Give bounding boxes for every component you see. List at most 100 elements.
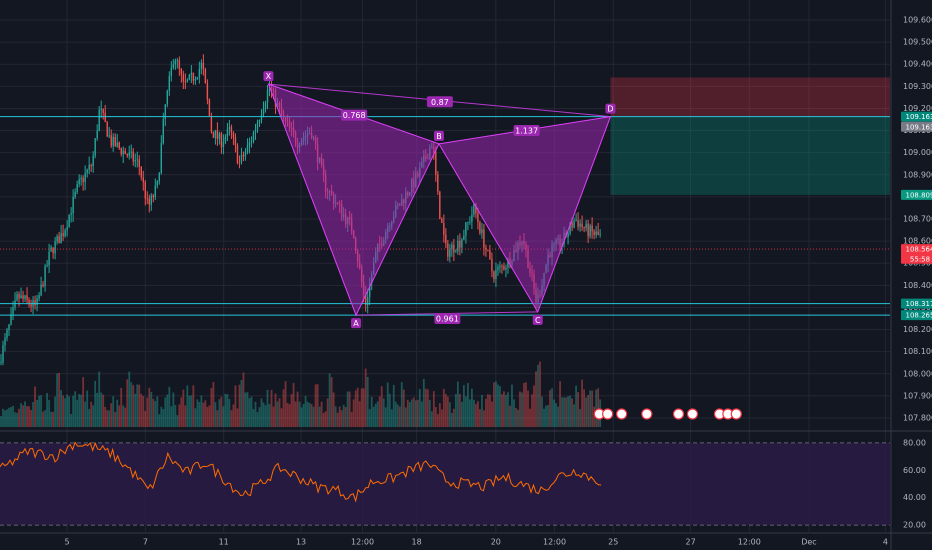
price-tick-label: 107.800 [903,414,932,423]
event-marker-label: 6 [605,411,610,419]
volume-bar [252,409,255,427]
volume-bar [298,401,301,427]
candle-body [36,298,38,305]
candle-body [166,90,169,105]
price-tick-label: 107.900 [903,391,932,400]
candle-body [74,192,76,197]
volume-bar [84,401,87,427]
volume-bar [450,412,453,427]
candle-body [154,185,156,198]
volume-bar [284,381,287,427]
volume-bar [354,390,357,427]
candle-body [184,81,187,83]
candle-body [575,220,577,221]
candle-body [64,230,66,236]
event-marker [730,408,742,420]
volume-bar [106,410,109,427]
volume-bar [236,408,239,427]
volume-bar [569,395,571,427]
candle-body [134,160,136,162]
volume-bar [322,413,325,427]
volume-bar [208,405,211,427]
volume-bar [366,376,369,427]
volume-bar [116,399,119,427]
indicator-tick-label: 80.00 [903,438,926,447]
candle-body [108,135,110,137]
candle-body [122,150,124,155]
candle-body [218,133,221,139]
candle-body [40,284,42,296]
event-marker-label: 3 [726,411,730,419]
indicator-band [0,442,890,526]
candle-body [439,191,441,220]
volume-bar [310,404,313,427]
volume-bar [346,391,349,427]
volume-bar [565,397,567,427]
volume-bar [8,407,10,427]
volume-bar [418,389,421,427]
candle-body [172,64,175,68]
candle-body [208,99,211,116]
volume-bar [551,388,553,427]
volume-bar [268,404,271,427]
candle-body [160,143,163,174]
candle-body [242,154,245,157]
volume-bar [306,401,309,427]
volume-bar [134,393,137,427]
candle-body [589,225,591,237]
volume-bar [28,406,30,427]
price-tick-label: 109.300 [903,82,932,91]
candle-body [232,132,235,138]
volume-bar [472,399,475,427]
volume-bar [86,390,89,427]
volume-bar [414,400,417,427]
candle-body [16,294,18,301]
volume-bar [288,404,291,427]
volume-bar [266,389,269,427]
position-tool[interactable] [610,77,890,195]
time-tick-label: 4 [883,538,888,547]
candle-body [475,203,477,214]
candle-body [168,76,171,91]
volume-bar [410,399,413,427]
volume-bar [234,385,237,427]
candle-body [212,131,215,138]
event-marker-label: 8 [690,411,694,419]
time-axis[interactable]: 5 7 11 13 12:00 18 20 12:00 25 27 12:00 Dec 4 [65,538,888,547]
candle-body [236,145,239,163]
volume-bar [270,389,273,427]
candle-body [591,225,593,232]
volume-bar [543,408,545,427]
volume-bar [162,409,165,427]
candle-body [268,86,271,91]
harmonic-pattern[interactable]: X A B C D 0.768 0.87 1.137 0.961 [263,71,616,329]
pattern-point-label: A [353,319,359,328]
volume-bar [90,401,93,427]
candle-body [178,60,181,69]
volume-bar [507,392,509,427]
price-tick-label: 108.900 [903,170,932,179]
volume-bar [585,397,588,427]
volume-bar [36,400,38,427]
candle-body [254,129,257,133]
candle-body [230,127,233,133]
candle-body [266,90,269,103]
candle-body [493,271,495,280]
volume-bar [316,384,319,427]
pattern-point-marker [532,314,543,325]
candle-body [593,231,595,235]
price-tag [901,111,932,122]
volume-bar [509,405,511,427]
price-tag [901,298,932,309]
candle-body [58,236,60,244]
volume-bar [158,414,161,427]
candle-body [477,213,479,223]
volume-bar [290,394,293,427]
volume-bar [50,411,52,427]
candle-body [102,108,104,113]
volume-bar [296,391,299,427]
price-tag [901,121,932,132]
candle-body [146,198,148,200]
